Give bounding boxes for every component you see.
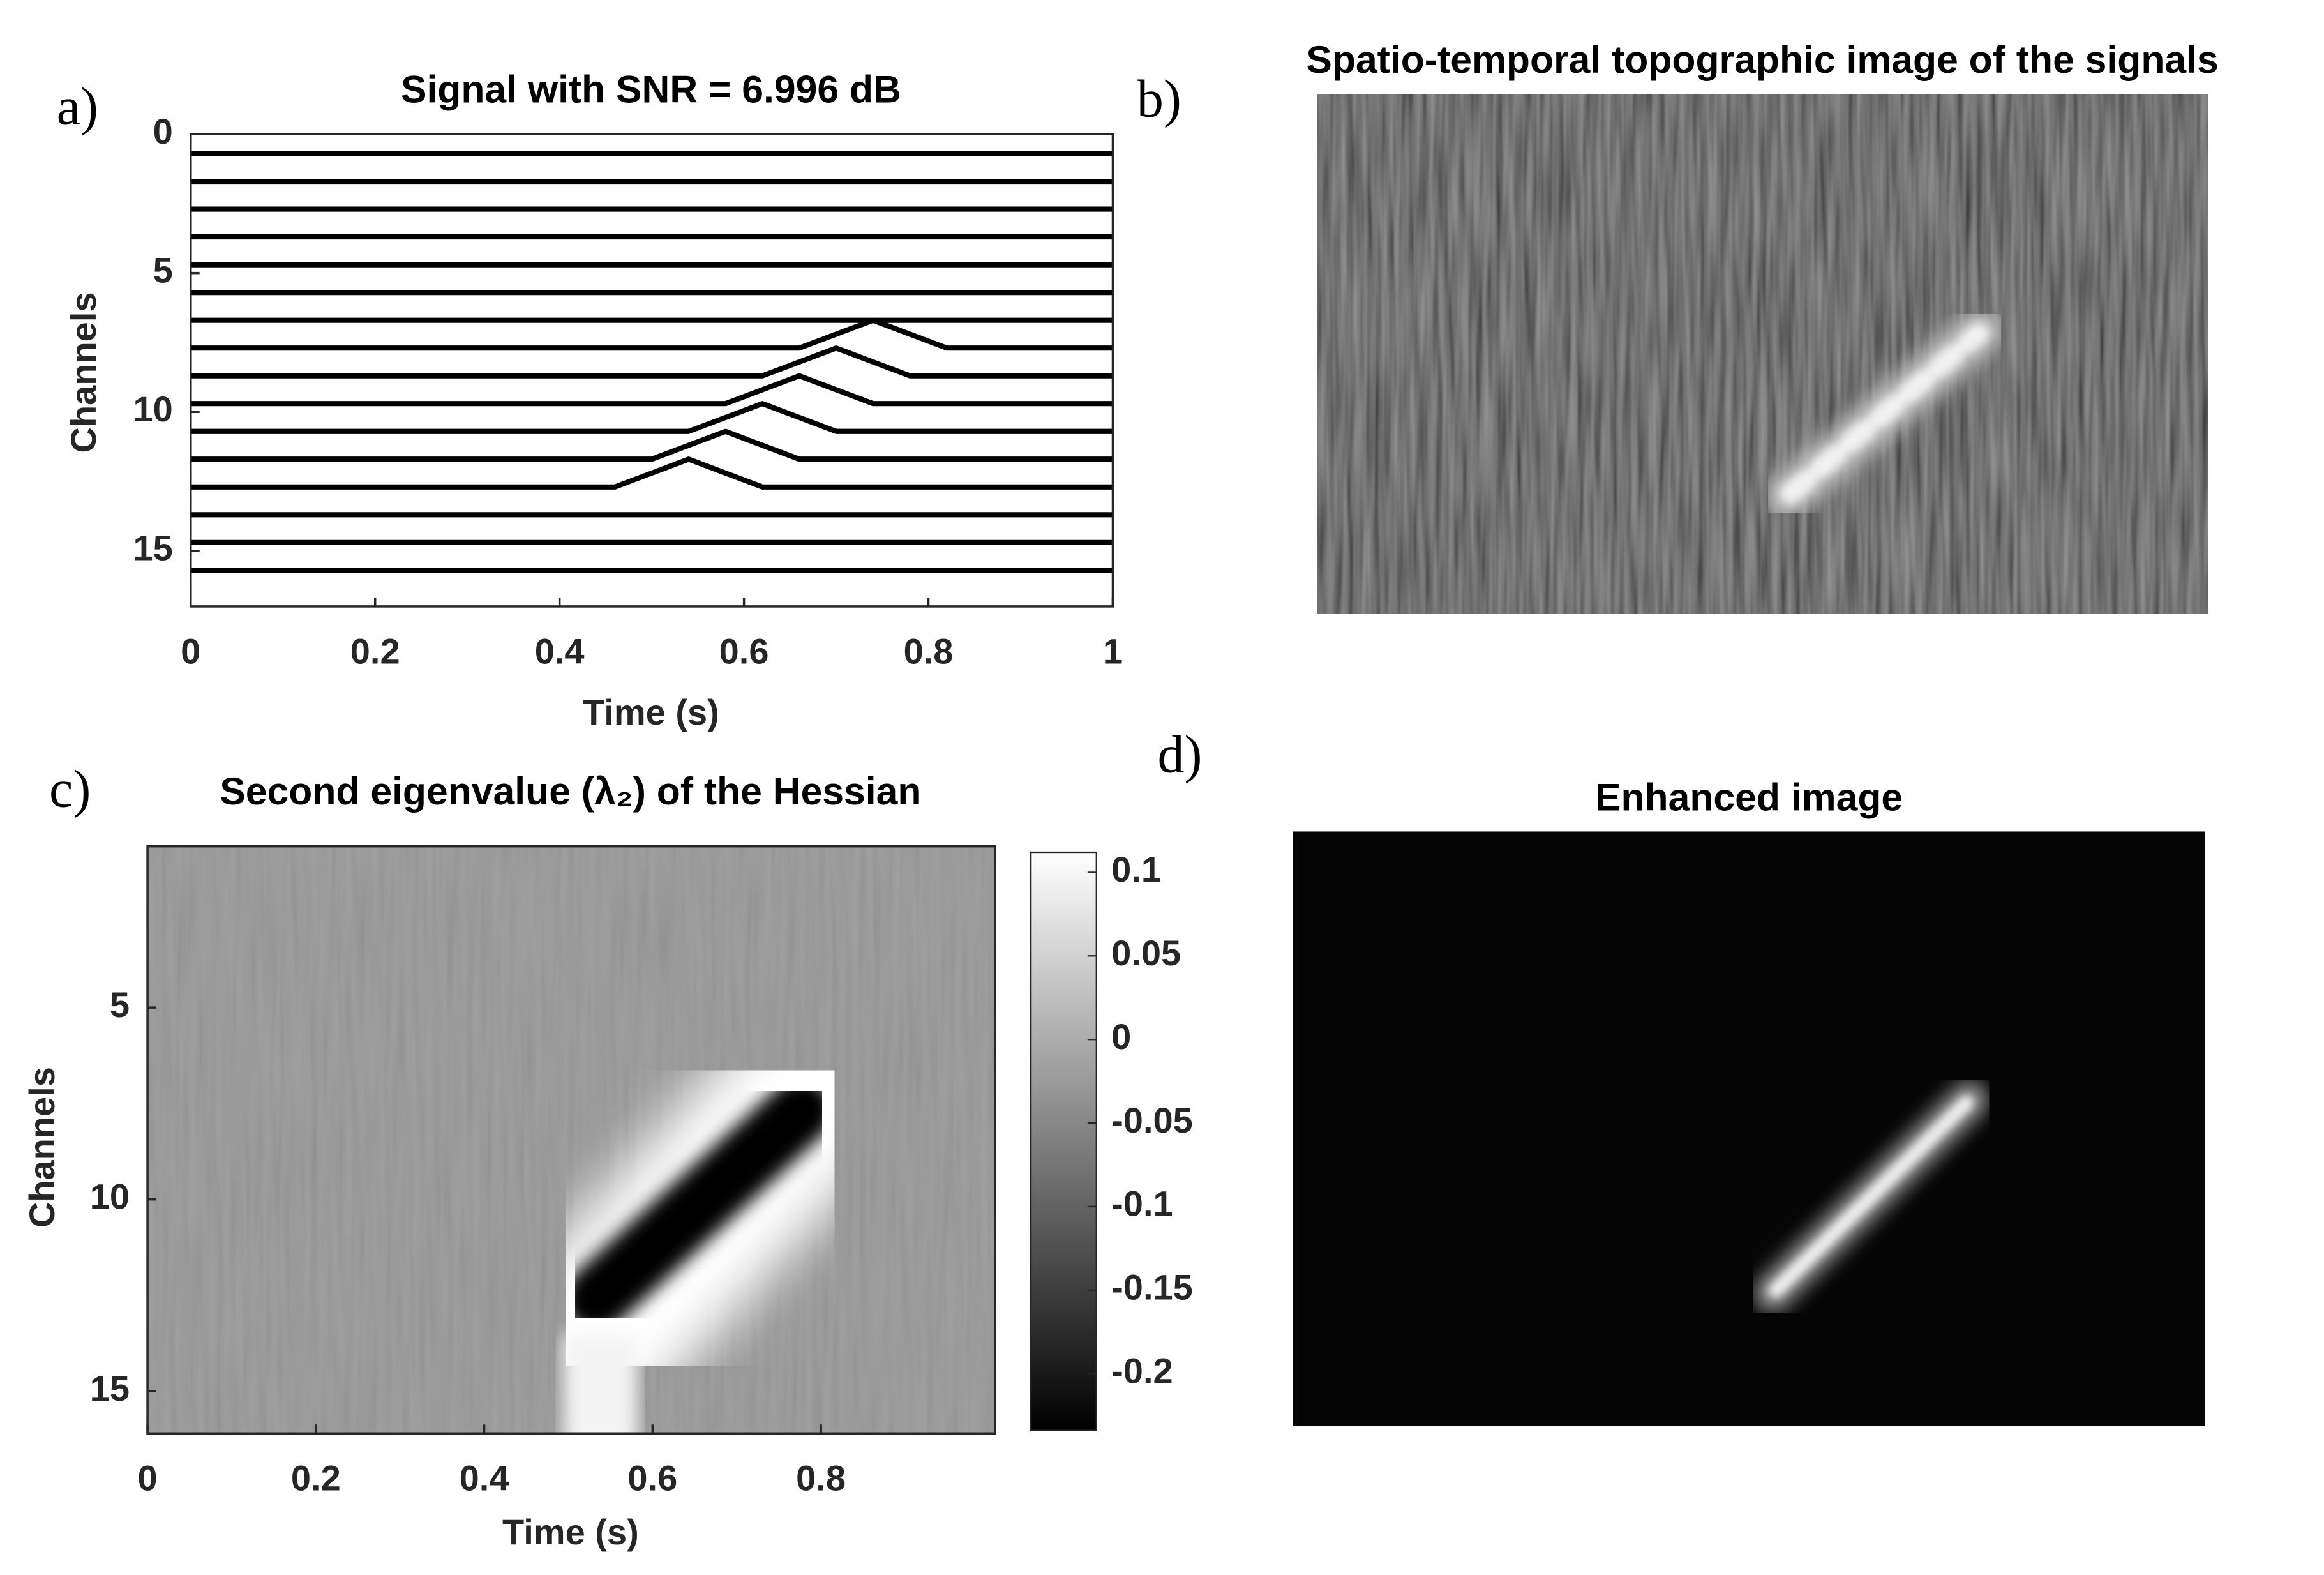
x-tick-label: 0.2 xyxy=(291,1458,341,1498)
panel-label: d) xyxy=(1158,725,1203,785)
signal-trace xyxy=(190,428,1113,462)
y-tick-label: 0 xyxy=(153,111,173,151)
x-tick-label: 0.4 xyxy=(535,631,585,671)
y-tick-label: 10 xyxy=(90,1176,130,1216)
chart-title: Signal with SNR = 6.996 dB xyxy=(401,68,901,111)
axes-box xyxy=(146,845,996,1435)
ridge xyxy=(1780,323,1989,504)
ridge-halo-base xyxy=(563,1333,638,1434)
x-tick-label: 0.8 xyxy=(904,631,954,671)
chart-title: Spatio-temporal topographic image of the… xyxy=(1306,38,2218,81)
x-tick-label: 0.8 xyxy=(796,1458,846,1498)
colorbar-tick-label: -0.15 xyxy=(1111,1267,1193,1307)
colorbar-tick-label: -0.2 xyxy=(1111,1350,1173,1390)
colorbar-tick-label: -0.05 xyxy=(1111,1100,1193,1140)
panel-label: a) xyxy=(57,77,98,136)
x-tick-label: 0.2 xyxy=(350,631,400,671)
x-tick-label: 0 xyxy=(181,631,200,671)
colorbar-tick-label: -0.1 xyxy=(1111,1184,1173,1224)
y-axis-label: Channels xyxy=(22,1067,62,1228)
y-tick-label: 15 xyxy=(90,1368,130,1408)
y-tick-label: 10 xyxy=(133,389,172,429)
y-tick-label: 5 xyxy=(110,984,130,1025)
ridge-core xyxy=(563,1077,835,1332)
x-axis-label: Time (s) xyxy=(583,692,719,732)
colorbar-tick-label: 0.05 xyxy=(1111,933,1181,973)
chart-title: Second eigenvalue (λ₂) of the Hessian xyxy=(220,769,921,813)
x-tick-label: 1 xyxy=(1103,631,1123,671)
image-background xyxy=(1293,831,2205,1426)
enhanced-image xyxy=(1293,831,2205,1426)
x-tick-label: 0.4 xyxy=(460,1458,509,1498)
panel-label: c) xyxy=(49,759,91,818)
y-tick-label: 5 xyxy=(153,250,173,290)
colorbar xyxy=(1030,851,1097,1431)
colorbar-tick-label: 0.1 xyxy=(1111,849,1161,889)
x-tick-label: 0.6 xyxy=(627,1458,677,1498)
signal-trace xyxy=(190,373,1113,407)
signal-trace xyxy=(190,345,1113,379)
signal-trace xyxy=(190,456,1113,490)
topographic-image xyxy=(1317,94,2208,614)
panel-label: b) xyxy=(1137,70,1181,129)
axes-box xyxy=(189,133,1114,608)
y-tick-label: 15 xyxy=(133,528,172,568)
x-axis-label: Time (s) xyxy=(502,1512,639,1552)
y-axis-label: Channels xyxy=(63,292,103,453)
chart-title: Enhanced image xyxy=(1595,775,1903,818)
colorbar-tick-label: 0 xyxy=(1111,1016,1131,1057)
image-noise xyxy=(1317,94,2208,614)
ridge xyxy=(1768,1095,1974,1298)
x-tick-label: 0.6 xyxy=(719,631,769,671)
signal-trace xyxy=(190,401,1113,434)
eigenvalue-image xyxy=(147,846,996,1434)
signal-trace xyxy=(190,317,1113,351)
x-tick-label: 0 xyxy=(137,1458,157,1498)
